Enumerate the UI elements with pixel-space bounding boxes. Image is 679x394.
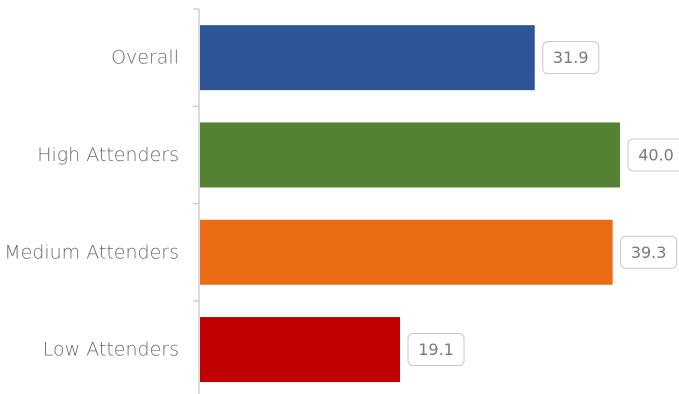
data-label-text: 19.1 (418, 340, 454, 359)
category-label-medium-attenders: Medium Attenders (4, 241, 179, 263)
bar-medium-attenders (200, 219, 613, 285)
category-labels: Overall High Attenders Medium Attenders Low… (4, 47, 179, 361)
data-label-overall: 31.9 (542, 41, 600, 75)
axis-layer (193, 8, 200, 394)
value-labels: 31.9 40.0 39.3 19.1 (407, 41, 679, 367)
data-label-box (620, 235, 678, 269)
category-label-low-attenders: Low Attenders (43, 339, 179, 361)
data-label-box (407, 333, 465, 367)
data-label-high-attenders: 40.0 (627, 138, 679, 172)
data-label-text: 39.3 (631, 243, 667, 262)
data-label-text: 31.9 (553, 48, 589, 67)
data-label-box (542, 41, 600, 75)
data-label-text: 40.0 (638, 145, 674, 164)
category-label-high-attenders: High Attenders (37, 144, 179, 166)
bars-layer (200, 25, 620, 383)
bar-high-attenders (200, 122, 620, 188)
data-label-low-attenders: 19.1 (407, 333, 465, 367)
bar-low-attenders (200, 317, 401, 383)
bar-overall (200, 25, 535, 91)
data-label-medium-attenders: 39.3 (620, 235, 678, 269)
data-label-box (627, 138, 679, 172)
category-label-overall: Overall (111, 47, 179, 69)
